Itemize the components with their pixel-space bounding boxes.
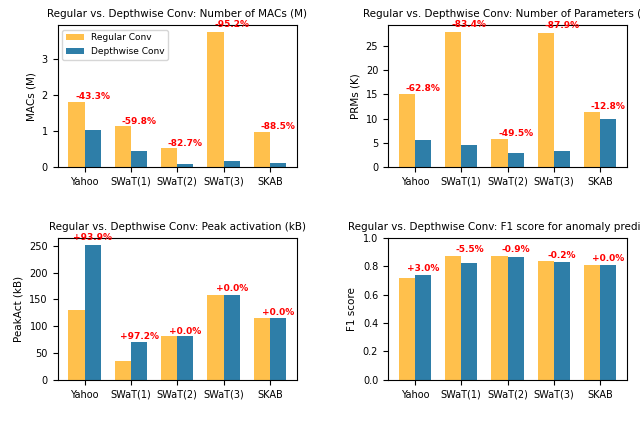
Bar bbox=[253, 318, 270, 380]
Y-axis label: PRMs (K): PRMs (K) bbox=[350, 73, 360, 119]
Text: -43.3%: -43.3% bbox=[76, 92, 110, 101]
Bar bbox=[131, 151, 147, 167]
Bar bbox=[84, 130, 101, 167]
Text: -0.9%: -0.9% bbox=[501, 245, 530, 254]
Bar bbox=[207, 295, 223, 380]
Bar bbox=[600, 119, 616, 167]
Text: +0.0%: +0.0% bbox=[262, 308, 294, 317]
Bar bbox=[270, 318, 286, 380]
Text: +3.0%: +3.0% bbox=[407, 264, 439, 273]
Text: -87.9%: -87.9% bbox=[545, 21, 579, 30]
Bar bbox=[161, 336, 177, 380]
Bar bbox=[161, 148, 177, 167]
Bar bbox=[554, 262, 570, 380]
Bar bbox=[492, 256, 508, 380]
Bar bbox=[445, 32, 461, 167]
Bar bbox=[538, 261, 554, 380]
Bar bbox=[445, 256, 461, 380]
Bar bbox=[399, 94, 415, 167]
Text: -49.5%: -49.5% bbox=[498, 130, 533, 138]
Bar bbox=[115, 360, 131, 380]
Bar bbox=[584, 265, 600, 380]
Bar bbox=[84, 245, 101, 380]
Bar bbox=[600, 265, 616, 380]
Text: -95.2%: -95.2% bbox=[214, 20, 249, 30]
Y-axis label: F1 score: F1 score bbox=[348, 287, 357, 331]
Text: -62.8%: -62.8% bbox=[406, 84, 440, 93]
Y-axis label: MACs (M): MACs (M) bbox=[26, 72, 36, 121]
Legend: Regular Conv, Depthwise Conv: Regular Conv, Depthwise Conv bbox=[62, 30, 168, 60]
Bar bbox=[68, 310, 84, 380]
Text: -0.2%: -0.2% bbox=[548, 251, 576, 260]
Bar bbox=[68, 102, 84, 167]
Bar bbox=[177, 164, 193, 167]
Bar bbox=[207, 32, 223, 167]
Bar bbox=[270, 163, 286, 167]
Bar bbox=[584, 112, 600, 167]
Bar bbox=[554, 151, 570, 167]
Bar bbox=[177, 336, 193, 380]
Bar bbox=[399, 278, 415, 380]
Text: +0.0%: +0.0% bbox=[216, 284, 248, 293]
Text: -82.7%: -82.7% bbox=[168, 139, 203, 148]
Text: +0.0%: +0.0% bbox=[592, 254, 625, 263]
Text: -83.4%: -83.4% bbox=[452, 20, 487, 30]
Text: -88.5%: -88.5% bbox=[260, 122, 296, 132]
Text: +93.9%: +93.9% bbox=[74, 233, 112, 242]
Text: -5.5%: -5.5% bbox=[455, 245, 484, 254]
Bar bbox=[223, 295, 240, 380]
Bar bbox=[415, 275, 431, 380]
Title: Regular vs. Depthwise Conv: F1 score for anomaly prediction: Regular vs. Depthwise Conv: F1 score for… bbox=[348, 222, 640, 232]
Text: +97.2%: +97.2% bbox=[120, 332, 159, 341]
Bar bbox=[492, 139, 508, 167]
Bar bbox=[461, 262, 477, 380]
Title: Regular vs. Depthwise Conv: Peak activation (kB): Regular vs. Depthwise Conv: Peak activat… bbox=[49, 222, 306, 232]
Bar bbox=[253, 132, 270, 167]
Bar bbox=[461, 145, 477, 167]
Text: +0.0%: +0.0% bbox=[169, 327, 202, 335]
Bar bbox=[508, 153, 524, 167]
Title: Regular vs. Depthwise Conv: Number of Parameters (K): Regular vs. Depthwise Conv: Number of Pa… bbox=[363, 9, 640, 19]
Y-axis label: PeakAct (kB): PeakAct (kB) bbox=[13, 276, 24, 342]
Bar bbox=[115, 127, 131, 167]
Bar bbox=[415, 140, 431, 167]
Text: -12.8%: -12.8% bbox=[591, 102, 626, 111]
Bar bbox=[508, 257, 524, 380]
Text: -59.8%: -59.8% bbox=[122, 116, 157, 126]
Bar bbox=[131, 342, 147, 380]
Title: Regular vs. Depthwise Conv: Number of MACs (M): Regular vs. Depthwise Conv: Number of MA… bbox=[47, 9, 307, 19]
Bar bbox=[223, 161, 240, 167]
Bar bbox=[538, 32, 554, 167]
